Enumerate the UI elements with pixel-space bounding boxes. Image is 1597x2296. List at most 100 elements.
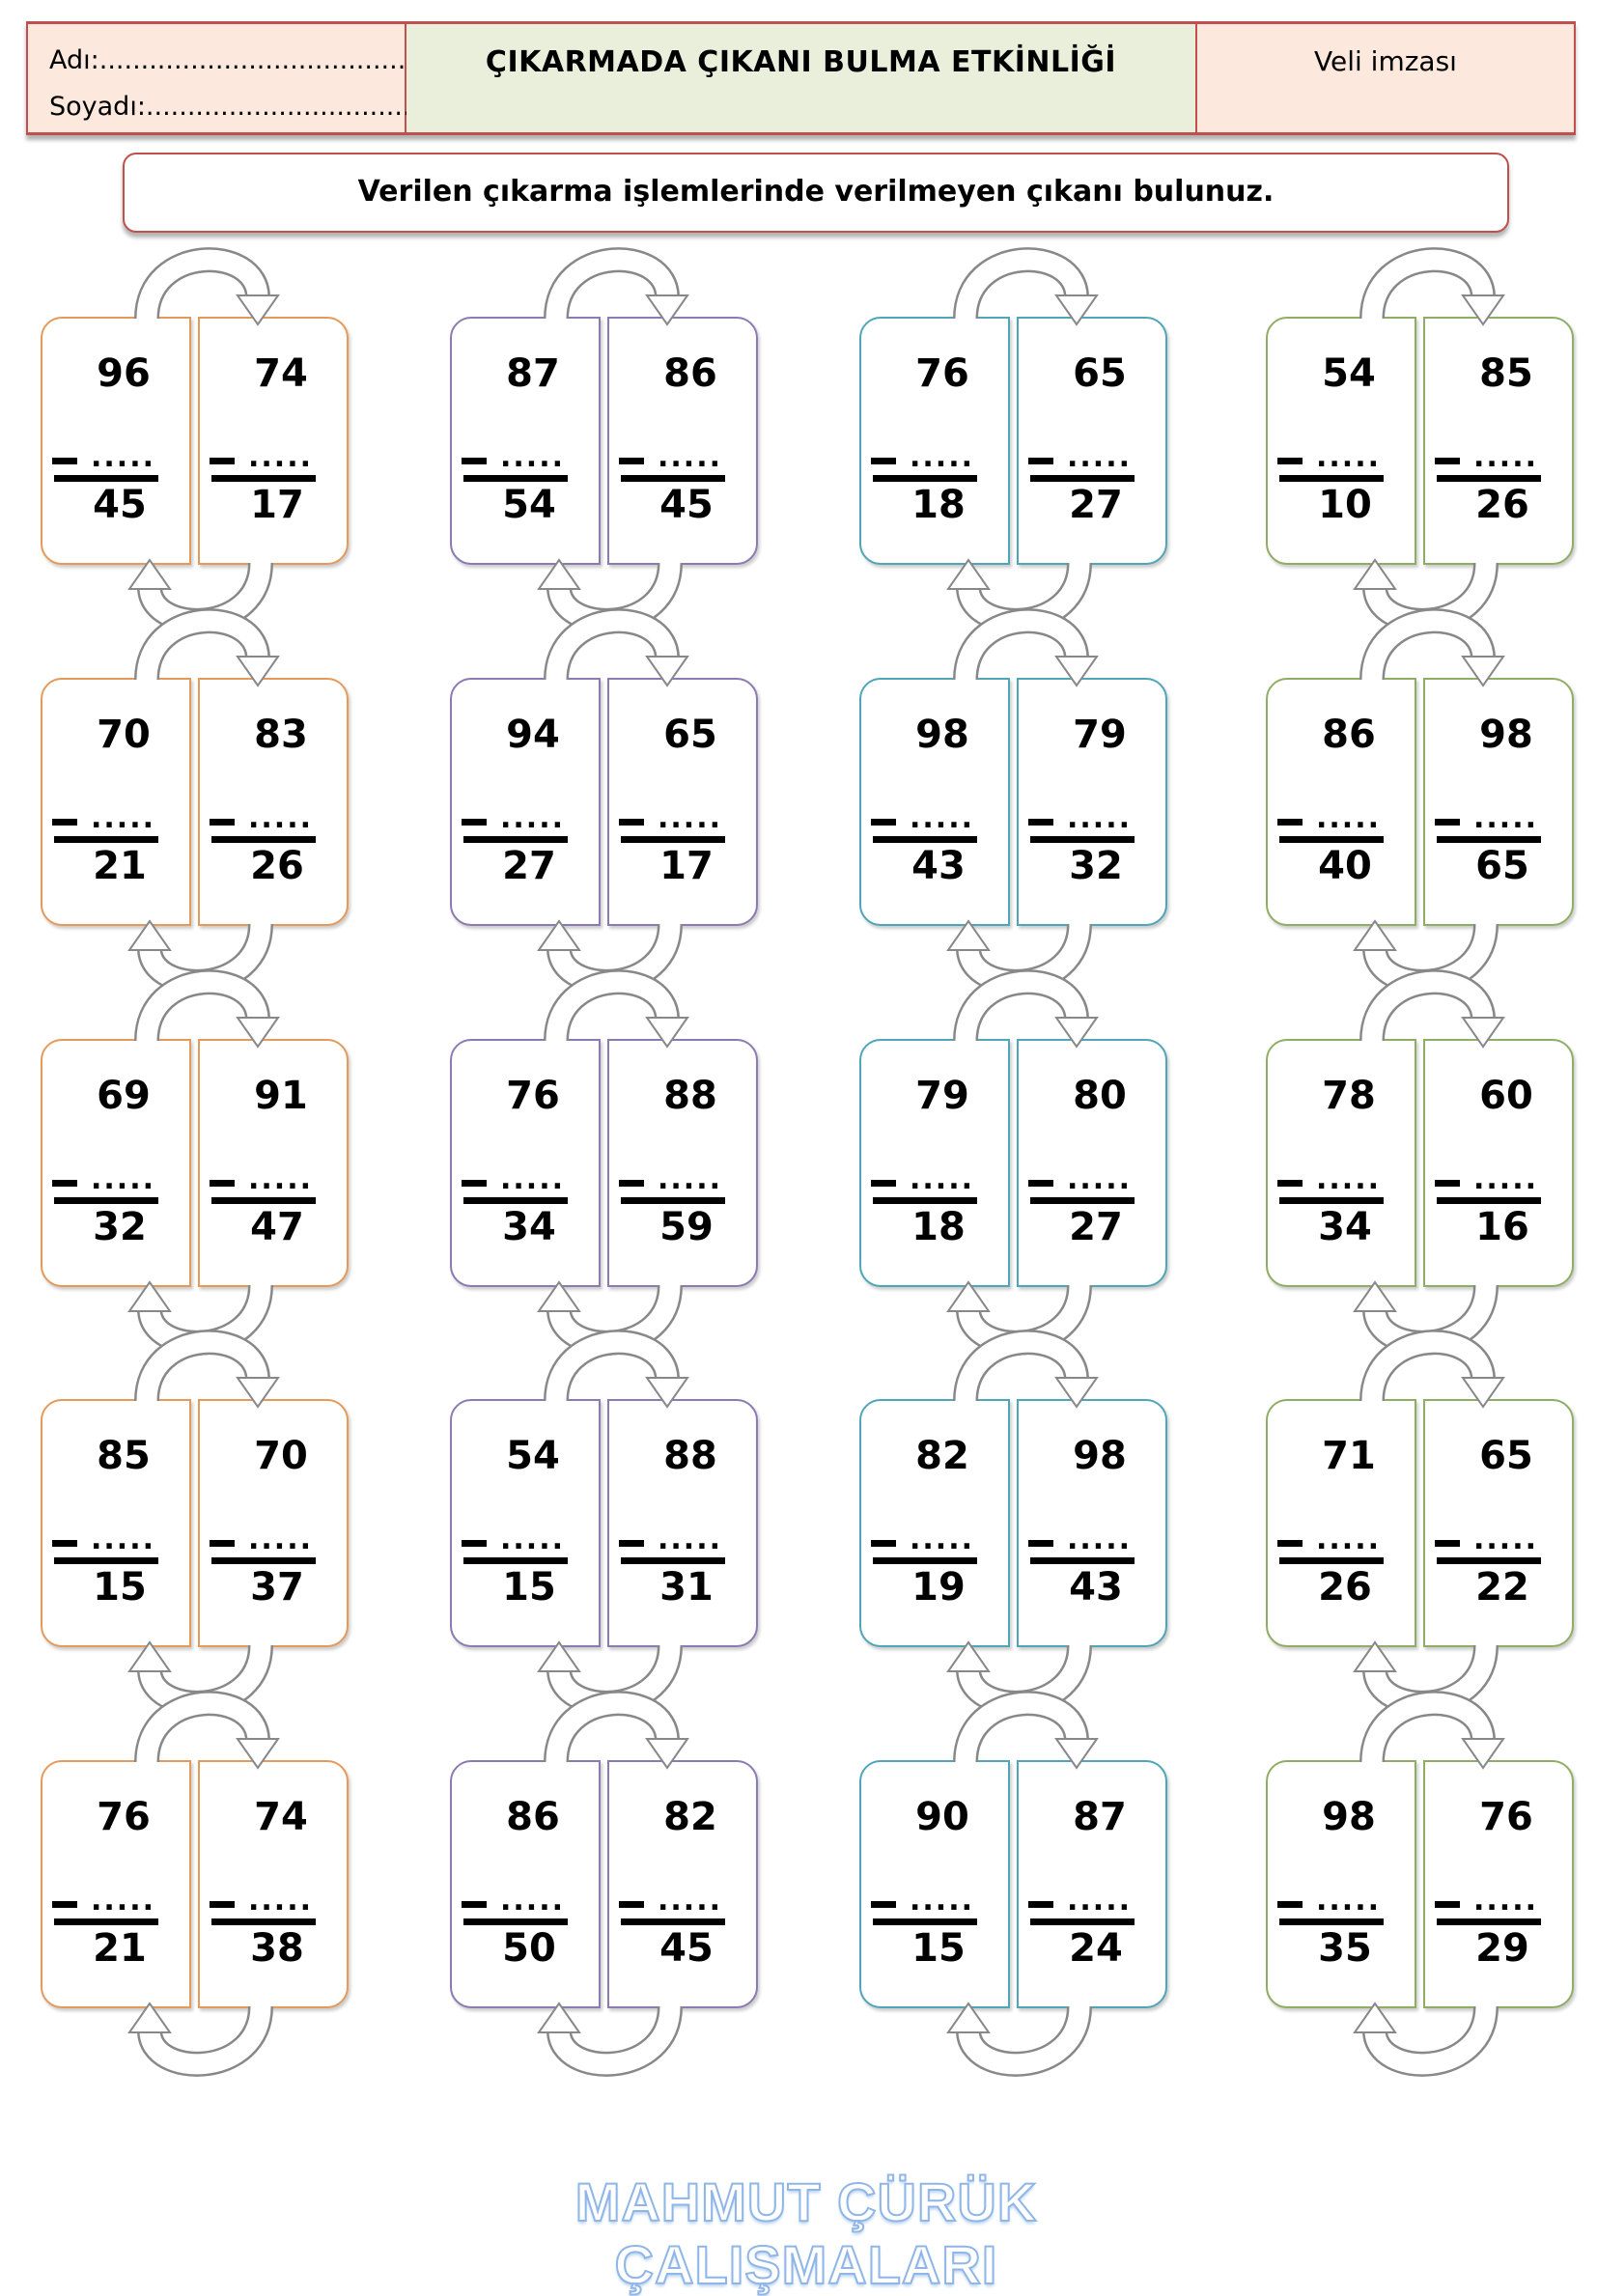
- minus-sign: [619, 1901, 644, 1908]
- subtraction-card: 71..... 26: [1266, 1399, 1416, 1647]
- difference: 21: [93, 1926, 147, 1971]
- difference: 16: [1475, 1205, 1529, 1249]
- curved-arrow-left-icon: [1353, 1280, 1499, 1356]
- subtraction-card: 74..... 17: [198, 317, 349, 565]
- minuend: 70: [97, 713, 151, 757]
- subtrahend-blank[interactable]: .....: [248, 440, 313, 474]
- difference: 37: [250, 1565, 304, 1610]
- subtrahend-blank[interactable]: .....: [500, 1162, 565, 1196]
- subtrahend-blank[interactable]: .....: [91, 801, 155, 835]
- minus-sign: [462, 458, 487, 464]
- subtrahend-blank[interactable]: .....: [1067, 440, 1132, 474]
- result-line: [1030, 1197, 1135, 1204]
- result-line: [463, 1918, 568, 1925]
- curved-arrow-left-icon: [946, 558, 1092, 633]
- curved-arrow-left-icon: [946, 919, 1092, 994]
- subtrahend-blank[interactable]: .....: [910, 1884, 974, 1918]
- subtraction-card: 82..... 45: [607, 1760, 758, 2008]
- surname-field[interactable]: Soyadı:.................................: [49, 92, 420, 122]
- subtraction-card: 90..... 15: [859, 1760, 1010, 2008]
- subtrahend-blank[interactable]: .....: [658, 801, 722, 835]
- subtraction-card: 98..... 43: [1017, 1399, 1167, 1647]
- difference: 47: [250, 1205, 304, 1249]
- instruction-box: Verilen çıkarma işlemlerinde verilmeyen …: [123, 153, 1509, 233]
- minuend: 82: [915, 1434, 969, 1478]
- subtrahend-blank[interactable]: .....: [91, 1884, 155, 1918]
- result-line: [211, 1557, 316, 1564]
- minuend: 86: [663, 351, 717, 396]
- subtrahend-blank[interactable]: .....: [500, 440, 565, 474]
- subtrahend-blank[interactable]: .....: [910, 1523, 974, 1556]
- problem-pair: 71..... 26 65..... 22: [1266, 1330, 1574, 1716]
- result-line: [1437, 1557, 1541, 1564]
- result-line: [621, 1197, 725, 1204]
- subtrahend-blank[interactable]: .....: [1316, 440, 1381, 474]
- subtrahend-blank[interactable]: .....: [1473, 1523, 1538, 1556]
- minus-sign: [619, 1540, 644, 1547]
- result-line: [1437, 1197, 1541, 1204]
- subtraction-card: 76..... 29: [1423, 1760, 1574, 2008]
- subtraction-card: 65..... 27: [1017, 317, 1167, 565]
- subtrahend-blank[interactable]: .....: [1316, 1523, 1381, 1556]
- subtrahend-blank[interactable]: .....: [658, 440, 722, 474]
- subtrahend-blank[interactable]: .....: [1067, 801, 1132, 835]
- subtrahend-blank[interactable]: .....: [1473, 440, 1538, 474]
- name-field[interactable]: Adı:....................................…: [49, 45, 432, 75]
- minuend: 98: [1322, 1795, 1376, 1839]
- minuend: 87: [506, 351, 560, 396]
- subtrahend-blank[interactable]: .....: [1473, 801, 1538, 835]
- subtrahend-blank[interactable]: .....: [248, 1523, 313, 1556]
- subtrahend-blank[interactable]: .....: [1316, 1884, 1381, 1918]
- minus-sign: [462, 1540, 487, 1547]
- difference: 26: [1475, 483, 1529, 527]
- subtrahend-blank[interactable]: .....: [910, 1162, 974, 1196]
- subtrahend-blank[interactable]: .....: [500, 1884, 565, 1918]
- subtrahend-blank[interactable]: .....: [910, 440, 974, 474]
- subtrahend-blank[interactable]: .....: [500, 1523, 565, 1556]
- difference: 27: [502, 844, 556, 888]
- subtrahend-blank[interactable]: .....: [248, 1884, 313, 1918]
- subtrahend-blank[interactable]: .....: [1473, 1162, 1538, 1196]
- subtrahend-blank[interactable]: .....: [658, 1884, 722, 1918]
- subtrahend-blank[interactable]: .....: [91, 440, 155, 474]
- difference: 32: [1069, 844, 1123, 888]
- subtraction-card: 79..... 32: [1017, 678, 1167, 926]
- subtrahend-blank[interactable]: .....: [1316, 801, 1381, 835]
- difference: 43: [911, 844, 966, 888]
- subtrahend-blank[interactable]: .....: [658, 1162, 722, 1196]
- curved-arrow-right-icon: [544, 1330, 689, 1409]
- curved-arrow-right-icon: [953, 969, 1099, 1049]
- problem-pair: 90..... 15 87..... 24: [859, 1691, 1167, 2077]
- minus-sign: [1277, 1540, 1303, 1547]
- subtrahend-blank[interactable]: .....: [1067, 1523, 1132, 1556]
- difference: 19: [911, 1565, 966, 1610]
- result-line: [1030, 1918, 1135, 1925]
- subtraction-card: 83..... 26: [198, 678, 349, 926]
- subtraction-card: 65..... 22: [1423, 1399, 1574, 1647]
- subtrahend-blank[interactable]: .....: [910, 801, 974, 835]
- subtrahend-blank[interactable]: .....: [91, 1523, 155, 1556]
- subtrahend-blank[interactable]: .....: [91, 1162, 155, 1196]
- subtrahend-blank[interactable]: .....: [1067, 1162, 1132, 1196]
- subtraction-card: 94..... 27: [450, 678, 601, 926]
- curved-arrow-left-icon: [946, 1280, 1092, 1356]
- subtrahend-blank[interactable]: .....: [658, 1523, 722, 1556]
- curved-arrow-right-icon: [1359, 608, 1505, 687]
- subtraction-card: 74..... 38: [198, 1760, 349, 2008]
- curved-arrow-left-icon: [537, 919, 683, 994]
- subtrahend-blank[interactable]: .....: [1473, 1884, 1538, 1918]
- result-line: [621, 1557, 725, 1564]
- subtrahend-blank[interactable]: .....: [1316, 1162, 1381, 1196]
- subtrahend-blank[interactable]: .....: [1067, 1884, 1132, 1918]
- minus-sign: [1028, 1540, 1053, 1547]
- problem-pair: 70..... 21 83..... 26: [41, 608, 349, 994]
- subtrahend-blank[interactable]: .....: [500, 801, 565, 835]
- student-info: Adı:....................................…: [28, 24, 432, 132]
- result-line: [54, 1197, 158, 1204]
- result-line: [1279, 1557, 1384, 1564]
- difference: 45: [93, 483, 147, 527]
- subtrahend-blank[interactable]: .....: [248, 1162, 313, 1196]
- difference: 24: [1069, 1926, 1123, 1971]
- subtrahend-blank[interactable]: .....: [248, 801, 313, 835]
- subtraction-card: 98..... 43: [859, 678, 1010, 926]
